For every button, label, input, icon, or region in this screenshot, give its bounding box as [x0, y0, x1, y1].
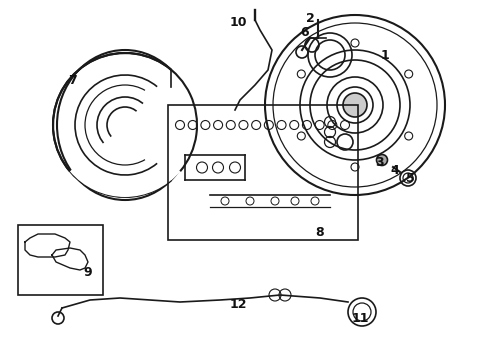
Circle shape: [343, 93, 367, 117]
Text: 7: 7: [68, 73, 76, 86]
Text: 3: 3: [376, 156, 384, 168]
Text: 8: 8: [316, 225, 324, 239]
Text: 5: 5: [406, 171, 415, 185]
Text: 11: 11: [351, 311, 369, 324]
Circle shape: [376, 154, 388, 166]
Text: 4: 4: [391, 163, 399, 176]
Text: 10: 10: [229, 15, 247, 28]
Wedge shape: [125, 70, 197, 180]
Text: 9: 9: [84, 266, 92, 279]
Text: 2: 2: [306, 12, 315, 24]
Wedge shape: [70, 125, 180, 197]
Bar: [168, 105, 358, 240]
Text: 12: 12: [229, 298, 247, 311]
Bar: [18, 225, 103, 295]
Text: 1: 1: [381, 49, 390, 62]
Text: 6: 6: [301, 26, 309, 39]
